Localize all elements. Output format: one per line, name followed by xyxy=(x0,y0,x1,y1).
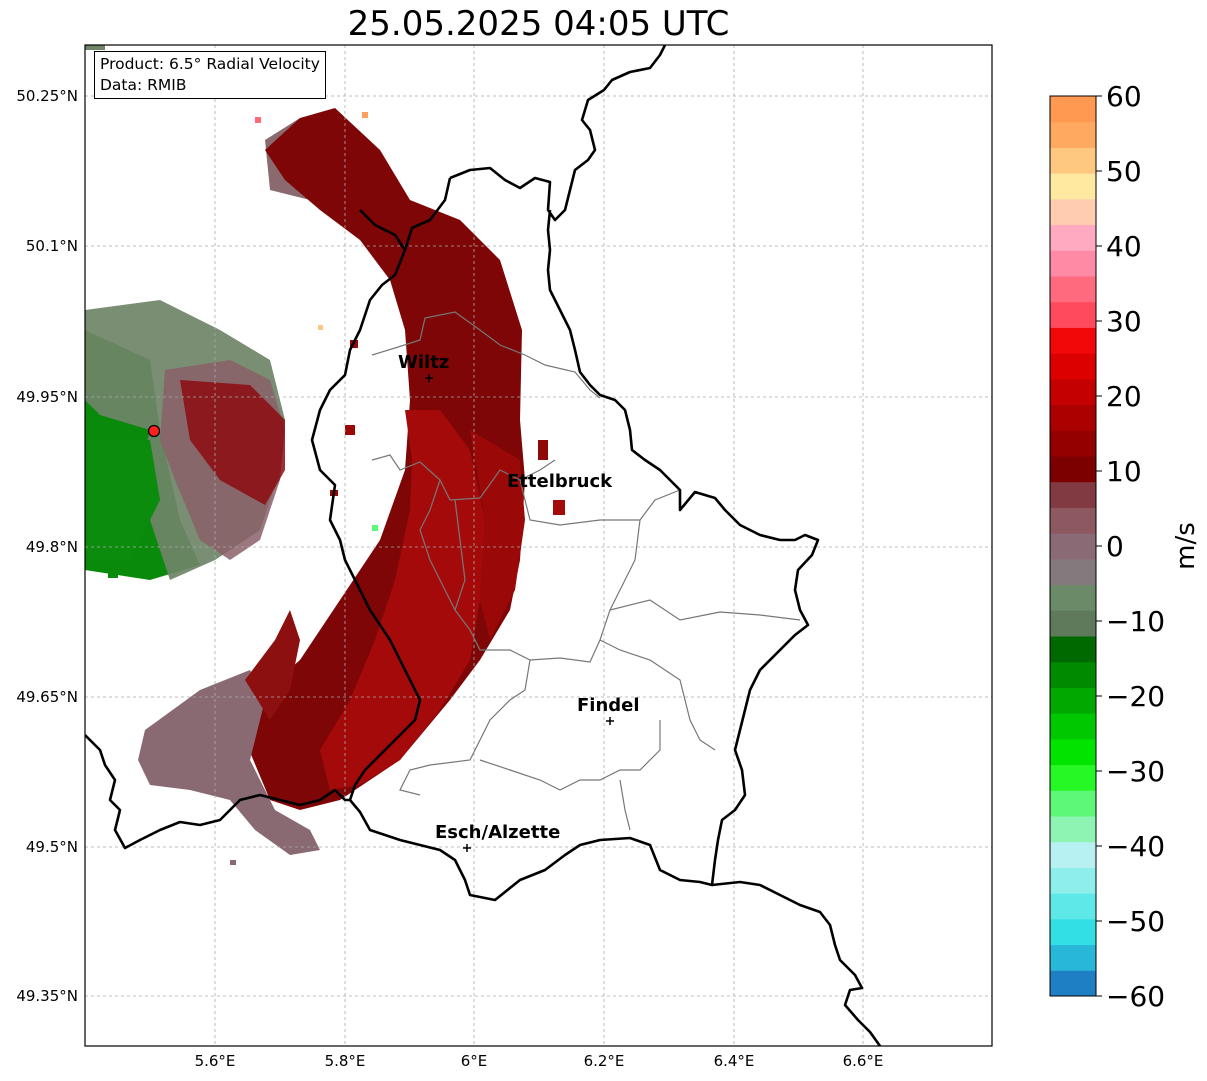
city-label: Findel xyxy=(577,695,640,716)
colorbar-band xyxy=(1050,173,1096,200)
city-findel: Findel xyxy=(577,695,640,725)
colorbar-band xyxy=(1050,121,1096,148)
colorbar-band xyxy=(1050,713,1096,740)
lat-tick-label: 49.8°N xyxy=(26,538,78,556)
lon-tick-label: 6°E xyxy=(461,1052,488,1070)
colorbar-band xyxy=(1050,661,1096,688)
colorbar-tick-label: −40 xyxy=(1106,830,1165,863)
colorbar-band xyxy=(1050,867,1096,894)
city-label: Wiltz xyxy=(398,352,449,373)
colorbar-band xyxy=(1050,96,1096,123)
colorbar-tick-label: −20 xyxy=(1106,680,1165,713)
colorbar-band xyxy=(1050,456,1096,483)
echo-green-far-west xyxy=(85,440,160,560)
colorbar-band xyxy=(1050,687,1096,714)
city-wiltz: Wiltz xyxy=(398,352,449,382)
colorbar-band xyxy=(1050,224,1096,251)
canton-boundaries xyxy=(371,311,801,831)
colorbar-band xyxy=(1050,327,1096,354)
colorbar-band xyxy=(1050,918,1096,946)
colorbar-band xyxy=(1050,558,1096,586)
colorbar-band xyxy=(1050,198,1096,226)
latitude-ticks: 50.25°N 50.1°N 49.95°N 49.8°N 49.65°N 49… xyxy=(16,87,78,1005)
lat-tick-label: 49.5°N xyxy=(26,838,78,856)
colorbar-tick-label: −10 xyxy=(1106,605,1165,638)
colorbar-band xyxy=(1050,764,1096,791)
radar-echoes xyxy=(85,45,565,865)
colorbar-band xyxy=(1050,944,1096,971)
product-line: Product: 6.5° Radial Velocity xyxy=(100,55,320,73)
lat-tick-label: 49.35°N xyxy=(16,987,78,1005)
colorbar-tick-label: 10 xyxy=(1106,455,1142,488)
colorbar-band xyxy=(1050,481,1096,508)
colorbar-band xyxy=(1050,250,1096,277)
echo-red-inner-band xyxy=(320,410,485,790)
colorbar-tick-label: 50 xyxy=(1106,155,1142,188)
colorbar-band xyxy=(1050,610,1096,637)
colorbar-tick-label: 60 xyxy=(1106,80,1142,113)
echo-red-southwest-tail xyxy=(245,610,300,720)
colorbar-band xyxy=(1050,790,1096,817)
city-ettelbruck: Ettelbruck xyxy=(507,471,613,492)
radar-site-marker xyxy=(147,424,161,438)
map-frame xyxy=(84,44,993,1047)
colorbar-band xyxy=(1050,301,1096,328)
colorbar-band xyxy=(1050,404,1096,431)
colorbar-tick-label: −30 xyxy=(1106,755,1165,788)
colorbar-tick-label: 0 xyxy=(1106,530,1124,563)
lon-tick-label: 6.4°E xyxy=(714,1052,755,1070)
border-belgium-france xyxy=(85,734,350,850)
colorbar-tick-label: 20 xyxy=(1106,380,1142,413)
colorbar-band xyxy=(1050,816,1096,843)
colorbar-band xyxy=(1050,378,1096,406)
map-title: 25.05.2025 04:05 UTC xyxy=(347,4,730,44)
product-info-box: Product: 6.5° Radial Velocity Data: RMIB xyxy=(94,51,326,99)
colorbar-band xyxy=(1050,353,1096,380)
colorbar-band xyxy=(1050,507,1096,534)
echo-red-near-field xyxy=(180,380,285,505)
echo-red-speckle-east xyxy=(470,430,525,640)
colorbar-ticks: 60 50 40 30 20 10 0 −10 −20 −30 −40 −50 −60 xyxy=(1096,80,1165,1013)
colorbar-band xyxy=(1050,147,1096,174)
border-luxembourg xyxy=(310,45,820,902)
colorbar: 60 50 40 30 20 10 0 −10 −20 −30 −40 −50 −60 m/s xyxy=(1049,80,1201,1013)
colorbar-bands xyxy=(1050,96,1096,997)
lat-tick-label: 50.1°N xyxy=(26,237,78,255)
colorbar-band xyxy=(1050,276,1096,303)
lon-tick-label: 5.8°E xyxy=(325,1052,366,1070)
colorbar-band xyxy=(1050,841,1096,868)
lon-tick-label: 6.6°E xyxy=(843,1052,884,1070)
colorbar-band xyxy=(1050,533,1096,560)
city-esch-alzette: Esch/Alzette xyxy=(435,822,560,852)
colorbar-band xyxy=(1050,893,1096,920)
national-borders xyxy=(85,45,882,1046)
border-france-germany xyxy=(711,880,882,1046)
echo-grey-southwest xyxy=(138,670,320,855)
colorbar-band xyxy=(1050,430,1096,457)
lat-tick-label: 50.25°N xyxy=(16,87,78,105)
lon-tick-label: 5.6°E xyxy=(195,1052,236,1070)
colorbar-label: m/s xyxy=(1171,522,1201,570)
colorbar-tick-label: 40 xyxy=(1106,230,1142,263)
colorbar-band xyxy=(1050,738,1096,766)
longitude-ticks: 5.6°E 5.8°E 6°E 6.2°E 6.4°E 6.6°E xyxy=(195,1052,884,1070)
lat-tick-label: 49.95°N xyxy=(16,388,78,406)
data-source-line: Data: RMIB xyxy=(100,76,187,94)
border-belgium-north xyxy=(359,209,407,251)
colorbar-tick-label: −60 xyxy=(1106,980,1165,1013)
lon-tick-label: 6.2°E xyxy=(584,1052,625,1070)
lat-tick-label: 49.65°N xyxy=(16,688,78,706)
colorbar-tick-label: 30 xyxy=(1106,305,1142,338)
colorbar-tick-label: −50 xyxy=(1106,905,1165,938)
colorbar-band xyxy=(1050,970,1096,997)
city-label: Esch/Alzette xyxy=(435,822,560,843)
city-label: Ettelbruck xyxy=(507,471,613,492)
colorbar-band xyxy=(1050,584,1096,611)
colorbar-band xyxy=(1050,636,1096,663)
